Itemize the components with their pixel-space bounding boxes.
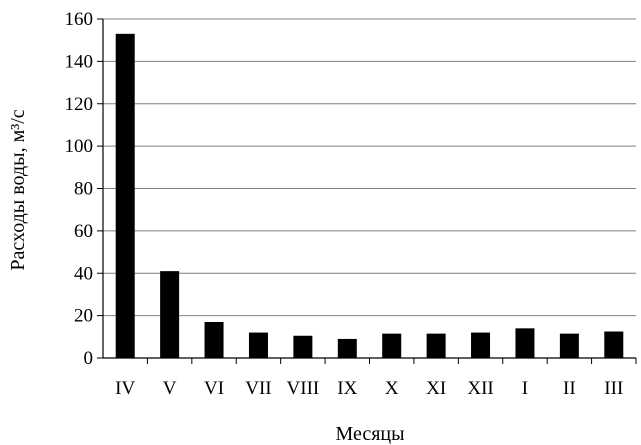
x-tick-label: IX <box>337 378 357 399</box>
bar-III <box>604 331 624 358</box>
x-tick-label: VI <box>204 378 224 399</box>
bar-VII <box>248 332 268 358</box>
y-tick-label: 0 <box>84 348 94 369</box>
bar-XI <box>426 333 446 358</box>
x-tick-label: I <box>522 378 528 399</box>
bars <box>115 33 624 359</box>
y-tick-label: 100 <box>65 136 94 157</box>
y-tick-label: 140 <box>65 51 94 72</box>
bar-VIII <box>293 335 313 358</box>
y-tick-label: 160 <box>65 9 94 30</box>
y-tick-label: 40 <box>74 263 93 284</box>
x-tick-label: XI <box>426 378 446 399</box>
y-tick-label: 20 <box>74 306 93 327</box>
bar-I <box>515 328 535 358</box>
x-tick-label: VII <box>245 378 271 399</box>
y-tick-label: 120 <box>65 94 94 115</box>
x-tick-labels: IV V VI VII VIII IX X XI XII I II III <box>115 378 623 399</box>
x-tick-label: III <box>604 378 623 399</box>
bar-VI <box>204 321 224 358</box>
bar-IX <box>337 338 357 358</box>
y-tick-labels: 0 20 40 60 80 100 120 140 160 <box>65 9 94 369</box>
axes <box>97 18 637 364</box>
bar-IV <box>115 33 135 359</box>
x-tick-label: V <box>163 378 177 399</box>
bar-V <box>160 271 180 358</box>
y-tick-label: 80 <box>74 179 93 200</box>
bar-X <box>382 333 402 358</box>
x-tick-label: IV <box>115 378 135 399</box>
y-axis-title: Расходы воды, м³/с <box>7 109 29 270</box>
x-tick-label: VIII <box>287 378 320 399</box>
bar-XII <box>471 332 491 358</box>
x-tick-label: X <box>385 378 399 399</box>
y-tick-label: 60 <box>74 221 93 242</box>
bar-II <box>559 333 579 358</box>
x-tick-label: XII <box>467 378 493 399</box>
x-tick-label: II <box>563 378 576 399</box>
x-axis-title: Месяцы <box>335 423 404 445</box>
grid-lines <box>103 18 636 317</box>
